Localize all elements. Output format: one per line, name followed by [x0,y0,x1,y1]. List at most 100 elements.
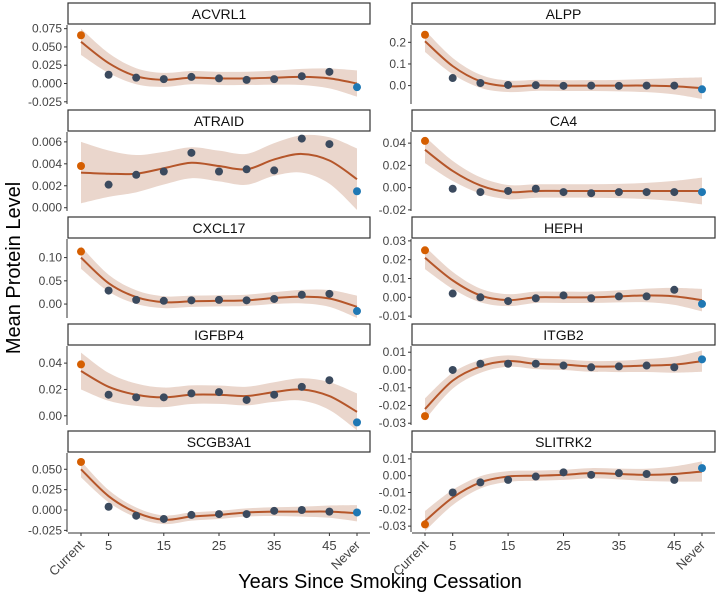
y-tick-label: 0.025 [32,58,62,72]
x-tick-label: 35 [267,538,281,553]
data-point-25 [215,510,223,519]
panel-scgb3a1: SCGB3A1 -0.025 0.000 0.025 0.050 Current 5 15 25… [28,430,371,579]
y-tick-label: 0.04 [383,136,407,150]
data-point-10 [476,79,485,88]
data-point-25 [215,167,223,176]
x-tick-label: 35 [612,538,626,553]
x-tick-label: 15 [501,538,515,553]
y-tick-label: 0.000 [32,201,62,215]
data-point-5 [104,502,113,511]
data-point-5 [104,286,113,295]
panel-title: CA4 [550,113,577,129]
data-point-40 [642,361,651,370]
data-point-25 [559,81,568,90]
data-point-5 [448,488,457,497]
y-tick-label: 0.00 [383,363,407,377]
data-point-10 [132,511,141,520]
data-point-35 [270,506,279,515]
data-point-never [698,299,706,308]
data-point-30 [587,189,596,198]
y-tick-label: 0.00 [383,290,407,304]
data-point-5 [448,365,457,374]
data-point-20 [187,296,196,305]
data-point-10 [476,293,485,302]
data-point-25 [559,468,568,477]
data-point-20 [531,294,540,303]
panel-title: ALPP [546,6,582,22]
y-tick-label: -0.025 [28,95,62,109]
data-point-45 [325,507,334,516]
y-tick-label: 0.04 [39,356,63,370]
panel-title: CXCL17 [193,220,246,236]
y-tick-label: 0.002 [32,179,62,193]
panel-strip [67,2,371,25]
y-tick-label: 0.01 [383,345,407,359]
data-point-20 [531,472,540,481]
data-point-20 [531,359,540,368]
y-tick-label: -0.03 [379,416,407,430]
data-point-20 [187,148,196,157]
data-point-20 [187,510,196,519]
y-tick-label: 0.006 [32,135,62,149]
data-point-35 [270,294,279,303]
y-tick-label: -0.01 [379,486,407,500]
data-point-45 [670,475,679,484]
data-point-current [421,136,429,145]
panel-strip [411,323,716,346]
y-tick-label: 0.00 [39,297,63,311]
y-tick-label: 0.01 [383,452,407,466]
data-point-35 [614,292,623,301]
data-point-25 [215,388,223,397]
panel-title: IGFBP4 [194,327,244,343]
x-tick-label: Current [46,537,88,579]
data-point-20 [187,72,196,81]
data-point-10 [132,170,141,179]
y-tick-label: 0.00 [383,181,407,195]
x-tick-label: 15 [157,538,171,553]
data-point-current [77,162,85,171]
data-point-15 [159,514,168,523]
data-point-35 [614,81,623,90]
data-point-30 [242,296,251,305]
data-point-current [77,360,85,369]
data-point-45 [325,67,334,76]
y-tick-label: -0.01 [379,309,407,323]
panel-title: HEPH [544,220,583,236]
data-point-45 [670,363,679,372]
confidence-band [81,246,357,318]
data-point-35 [614,188,623,197]
data-point-20 [187,389,196,398]
data-point-35 [270,166,279,175]
confidence-band [425,350,702,420]
y-tick-label: 0.05 [39,274,63,288]
y-tick-label: 0.01 [383,272,407,286]
y-tick-label: 0.02 [39,382,63,396]
data-point-40 [642,292,651,301]
x-tick-label: 25 [212,538,226,553]
data-point-25 [559,188,568,197]
data-point-45 [325,140,334,149]
data-point-current [421,246,429,255]
fit-line [80,152,358,181]
data-point-15 [504,475,513,484]
data-point-30 [242,395,251,404]
data-point-30 [242,165,251,174]
y-tick-label: 0.2 [389,35,406,49]
x-tick-label: 5 [449,538,456,553]
data-point-never [698,85,706,94]
data-point-30 [587,294,596,303]
data-point-25 [559,361,568,370]
panel-itgb2: ITGB2 -0.03 -0.02 -0.01 0.00 0.01 [379,323,716,430]
y-tick-label: -0.02 [379,502,407,516]
y-tick-label: -0.02 [379,398,407,412]
data-point-25 [215,74,223,83]
data-point-10 [132,295,141,304]
data-point-5 [448,184,457,193]
data-point-35 [614,362,623,371]
panel-alpp: ALPP 0.0 0.1 0.2 [389,2,716,104]
data-point-45 [670,188,679,197]
panel-title: SCGB3A1 [187,434,252,450]
y-tick-label: 0.10 [39,251,63,265]
panel-title: ATRAID [194,113,244,129]
